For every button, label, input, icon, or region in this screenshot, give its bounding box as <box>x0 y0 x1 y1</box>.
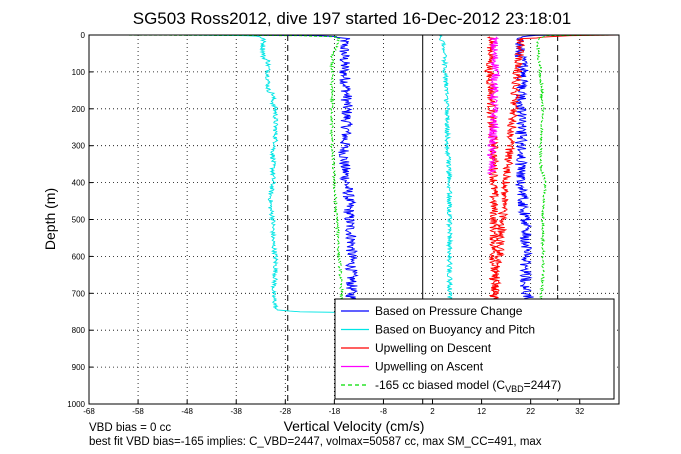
series-line-3 <box>486 36 501 176</box>
x-tick-label: -58 <box>132 407 144 416</box>
series-line-1 <box>89 34 454 313</box>
x-tick-label: -8 <box>380 407 388 416</box>
y-tick-label: 100 <box>72 68 86 77</box>
y-tick-label: 700 <box>72 289 86 298</box>
y-tick-label: 600 <box>72 252 86 261</box>
y-tick-label: 500 <box>72 216 86 225</box>
x-tick-label: 22 <box>526 407 535 416</box>
y-axis-label: Depth (m) <box>42 188 58 250</box>
vbd-bias-note: VBD bias = 0 cc <box>89 422 171 434</box>
y-tick-label: 1000 <box>67 400 85 409</box>
legend: Based on Pressure Change Based on Buoyanc… <box>334 298 615 400</box>
legend-label-2: Upwelling on Descent <box>375 341 492 355</box>
x-tick-label: -68 <box>83 407 95 416</box>
legend-box <box>334 298 615 400</box>
y-tick-label: 0 <box>81 31 86 40</box>
chart-title: SG503 Ross2012, dive 197 started 16-Dec-… <box>133 9 572 28</box>
tick-labels: -68 -58 -48 -38 -28 -18 -8 2 12 22 32 0 100 200 300 400… <box>67 31 585 416</box>
y-tick-label: 900 <box>72 363 86 372</box>
x-tick-label: 12 <box>477 407 486 416</box>
best-fit-note: best fit VBD bias=-165 implies: C_VBD=24… <box>89 436 542 448</box>
x-tick-label: -28 <box>280 407 292 416</box>
y-tick-label: 300 <box>72 142 86 151</box>
plot-frame <box>88 34 620 405</box>
y-tick-label: 200 <box>72 105 86 114</box>
legend-label-0: Based on Pressure Change <box>375 304 523 318</box>
x-tick-label: 2 <box>430 407 435 416</box>
y-tick-label: 800 <box>72 326 86 335</box>
legend-label-4: -165 cc biased model (CVBD=2447) <box>375 378 561 394</box>
y-tick-label: 400 <box>72 179 86 188</box>
legend-label-1: Based on Buoyancy and Pitch <box>375 323 535 337</box>
x-tick-label: 32 <box>575 407 584 416</box>
legend-label-3: Upwelling on Ascent <box>375 360 484 374</box>
x-tick-label: -38 <box>230 407 242 416</box>
x-axis-label: Vertical Velocity (cm/s) <box>284 418 425 434</box>
x-tick-label: -18 <box>329 407 341 416</box>
x-tick-label: -48 <box>181 407 193 416</box>
